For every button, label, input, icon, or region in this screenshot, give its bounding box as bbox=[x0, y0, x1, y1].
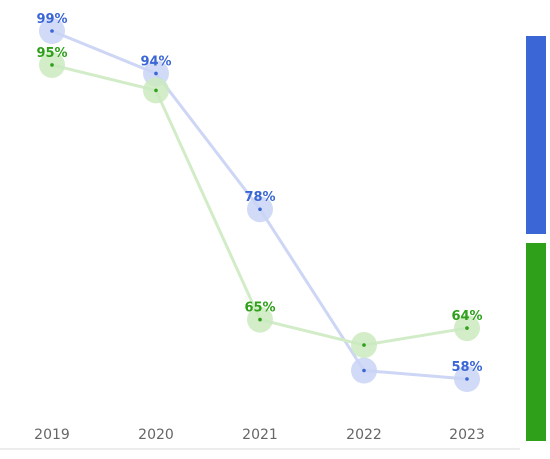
x-tick-label: 2022 bbox=[346, 427, 382, 443]
data-point-dot bbox=[258, 207, 262, 212]
data-label: 64% bbox=[451, 309, 482, 324]
data-point-dot bbox=[362, 368, 366, 373]
data-point-dot bbox=[362, 343, 366, 347]
legend-swatch-blue bbox=[526, 36, 546, 234]
data-label: 58% bbox=[451, 360, 482, 375]
data-point-dot bbox=[258, 317, 262, 322]
data-label: 94% bbox=[140, 54, 171, 69]
data-label: 99% bbox=[36, 12, 67, 27]
data-point-dot bbox=[154, 88, 158, 93]
data-point-dot bbox=[50, 29, 54, 33]
data-label: 95% bbox=[36, 46, 67, 61]
data-point-dot bbox=[465, 326, 469, 330]
x-tick-label: 2019 bbox=[34, 427, 70, 443]
data-label: 78% bbox=[244, 190, 275, 205]
x-tick-label: 2020 bbox=[138, 427, 174, 443]
x-tick-label: 2021 bbox=[242, 427, 278, 443]
x-axis-ticks: 2019 2020 2021 2022 2023 bbox=[34, 427, 485, 443]
legend-swatch-green bbox=[526, 243, 546, 441]
data-label: 65% bbox=[244, 301, 275, 316]
x-tick-label: 2023 bbox=[449, 427, 485, 443]
data-point-dot bbox=[465, 377, 469, 381]
series-markers bbox=[39, 18, 480, 392]
data-labels: 99% 94% 78% 58% 95% 65% 64% bbox=[36, 12, 482, 375]
data-point-dot bbox=[50, 63, 54, 67]
data-point-dot bbox=[154, 71, 158, 76]
